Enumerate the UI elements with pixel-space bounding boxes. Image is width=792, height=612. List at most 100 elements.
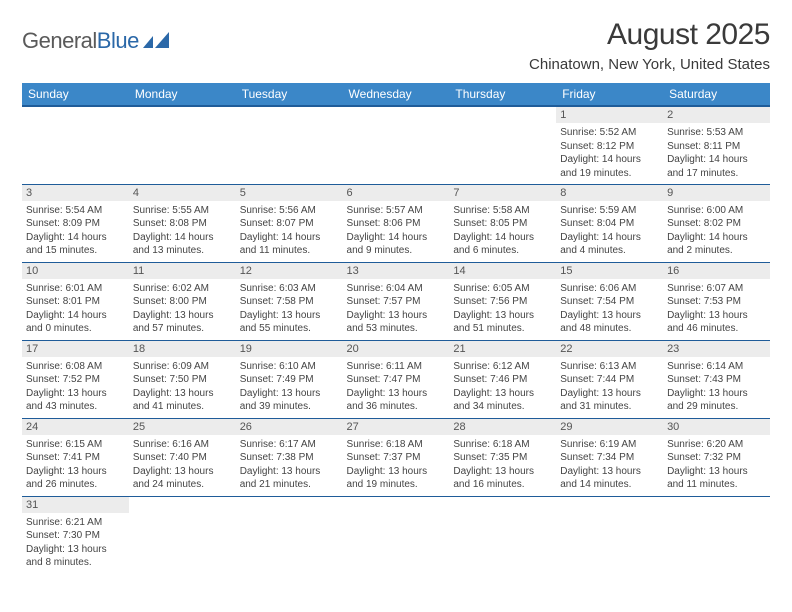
sunset-text: Sunset: 7:38 PM: [240, 451, 339, 465]
sunset-text: Sunset: 7:57 PM: [347, 295, 446, 309]
daylight-text: Daylight: 14 hours and 19 minutes.: [560, 153, 659, 180]
day-number: 23: [663, 341, 770, 357]
day-number: 5: [236, 185, 343, 201]
day-details: Sunrise: 6:14 AMSunset: 7:43 PMDaylight:…: [663, 357, 770, 417]
calendar-page: GeneralBlue August 2025 Chinatown, New Y…: [0, 0, 792, 612]
weekday-header: Sunday: [22, 83, 129, 106]
weekday-header: Monday: [129, 83, 236, 106]
sunrise-text: Sunrise: 5:57 AM: [347, 204, 446, 218]
calendar-cell: .: [129, 106, 236, 184]
sunrise-text: Sunrise: 6:10 AM: [240, 360, 339, 374]
calendar-cell: 5Sunrise: 5:56 AMSunset: 8:07 PMDaylight…: [236, 184, 343, 262]
sunrise-text: Sunrise: 6:05 AM: [453, 282, 552, 296]
calendar-cell: .: [449, 106, 556, 184]
day-details: Sunrise: 6:18 AMSunset: 7:35 PMDaylight:…: [449, 435, 556, 495]
daylight-text: Daylight: 13 hours and 48 minutes.: [560, 309, 659, 336]
sunset-text: Sunset: 8:12 PM: [560, 140, 659, 154]
sunrise-text: Sunrise: 6:19 AM: [560, 438, 659, 452]
day-details: Sunrise: 5:59 AMSunset: 8:04 PMDaylight:…: [556, 201, 663, 261]
daylight-text: Daylight: 14 hours and 17 minutes.: [667, 153, 766, 180]
calendar-cell: 21Sunrise: 6:12 AMSunset: 7:46 PMDayligh…: [449, 340, 556, 418]
sunset-text: Sunset: 8:07 PM: [240, 217, 339, 231]
day-number: 15: [556, 263, 663, 279]
day-details: Sunrise: 6:19 AMSunset: 7:34 PMDaylight:…: [556, 435, 663, 495]
calendar-cell: .: [343, 496, 450, 574]
sunrise-text: Sunrise: 6:21 AM: [26, 516, 125, 530]
calendar-cell: 6Sunrise: 5:57 AMSunset: 8:06 PMDaylight…: [343, 184, 450, 262]
calendar-cell: 23Sunrise: 6:14 AMSunset: 7:43 PMDayligh…: [663, 340, 770, 418]
calendar-cell: 18Sunrise: 6:09 AMSunset: 7:50 PMDayligh…: [129, 340, 236, 418]
sunrise-text: Sunrise: 5:55 AM: [133, 204, 232, 218]
calendar-cell: 29Sunrise: 6:19 AMSunset: 7:34 PMDayligh…: [556, 418, 663, 496]
daylight-text: Daylight: 14 hours and 4 minutes.: [560, 231, 659, 258]
calendar-cell: 26Sunrise: 6:17 AMSunset: 7:38 PMDayligh…: [236, 418, 343, 496]
weekday-header: Friday: [556, 83, 663, 106]
day-details: Sunrise: 6:18 AMSunset: 7:37 PMDaylight:…: [343, 435, 450, 495]
daylight-text: Daylight: 13 hours and 19 minutes.: [347, 465, 446, 492]
day-details: Sunrise: 6:16 AMSunset: 7:40 PMDaylight:…: [129, 435, 236, 495]
weekday-header: Saturday: [663, 83, 770, 106]
daylight-text: Daylight: 13 hours and 21 minutes.: [240, 465, 339, 492]
calendar-cell: 2Sunrise: 5:53 AMSunset: 8:11 PMDaylight…: [663, 106, 770, 184]
sunrise-text: Sunrise: 6:09 AM: [133, 360, 232, 374]
day-number: 19: [236, 341, 343, 357]
day-details: Sunrise: 6:10 AMSunset: 7:49 PMDaylight:…: [236, 357, 343, 417]
calendar-cell: 31Sunrise: 6:21 AMSunset: 7:30 PMDayligh…: [22, 496, 129, 574]
calendar-week-row: .....1Sunrise: 5:52 AMSunset: 8:12 PMDay…: [22, 106, 770, 184]
daylight-text: Daylight: 13 hours and 8 minutes.: [26, 543, 125, 570]
day-number: 13: [343, 263, 450, 279]
calendar-cell: 30Sunrise: 6:20 AMSunset: 7:32 PMDayligh…: [663, 418, 770, 496]
sunset-text: Sunset: 8:00 PM: [133, 295, 232, 309]
day-details: Sunrise: 6:20 AMSunset: 7:32 PMDaylight:…: [663, 435, 770, 495]
day-details: Sunrise: 5:57 AMSunset: 8:06 PMDaylight:…: [343, 201, 450, 261]
sunset-text: Sunset: 7:58 PM: [240, 295, 339, 309]
daylight-text: Daylight: 13 hours and 34 minutes.: [453, 387, 552, 414]
calendar-cell: 24Sunrise: 6:15 AMSunset: 7:41 PMDayligh…: [22, 418, 129, 496]
sunset-text: Sunset: 7:54 PM: [560, 295, 659, 309]
sunrise-text: Sunrise: 6:02 AM: [133, 282, 232, 296]
sunrise-text: Sunrise: 6:00 AM: [667, 204, 766, 218]
sunset-text: Sunset: 7:56 PM: [453, 295, 552, 309]
daylight-text: Daylight: 13 hours and 53 minutes.: [347, 309, 446, 336]
calendar-cell: 9Sunrise: 6:00 AMSunset: 8:02 PMDaylight…: [663, 184, 770, 262]
calendar-week-row: 24Sunrise: 6:15 AMSunset: 7:41 PMDayligh…: [22, 418, 770, 496]
sunrise-text: Sunrise: 6:03 AM: [240, 282, 339, 296]
calendar-week-row: 3Sunrise: 5:54 AMSunset: 8:09 PMDaylight…: [22, 184, 770, 262]
sunset-text: Sunset: 7:47 PM: [347, 373, 446, 387]
day-number: 26: [236, 419, 343, 435]
logo-icon: [143, 30, 169, 53]
weekday-header: Thursday: [449, 83, 556, 106]
day-details: Sunrise: 6:09 AMSunset: 7:50 PMDaylight:…: [129, 357, 236, 417]
sunset-text: Sunset: 8:02 PM: [667, 217, 766, 231]
sunrise-text: Sunrise: 6:20 AM: [667, 438, 766, 452]
sunset-text: Sunset: 7:40 PM: [133, 451, 232, 465]
sunrise-text: Sunrise: 6:01 AM: [26, 282, 125, 296]
sunset-text: Sunset: 7:52 PM: [26, 373, 125, 387]
calendar-cell: .: [343, 106, 450, 184]
daylight-text: Daylight: 13 hours and 51 minutes.: [453, 309, 552, 336]
day-number: 7: [449, 185, 556, 201]
daylight-text: Daylight: 14 hours and 9 minutes.: [347, 231, 446, 258]
sunset-text: Sunset: 7:43 PM: [667, 373, 766, 387]
day-number: 3: [22, 185, 129, 201]
logo-text-b: Blue: [97, 28, 139, 53]
daylight-text: Daylight: 13 hours and 39 minutes.: [240, 387, 339, 414]
logo: GeneralBlue: [22, 28, 169, 54]
day-number: 2: [663, 107, 770, 123]
day-number: 24: [22, 419, 129, 435]
day-number: 27: [343, 419, 450, 435]
day-details: Sunrise: 6:21 AMSunset: 7:30 PMDaylight:…: [22, 513, 129, 573]
calendar-cell: .: [663, 496, 770, 574]
day-details: Sunrise: 6:04 AMSunset: 7:57 PMDaylight:…: [343, 279, 450, 339]
sunrise-text: Sunrise: 5:52 AM: [560, 126, 659, 140]
calendar-cell: .: [236, 496, 343, 574]
day-details: Sunrise: 6:00 AMSunset: 8:02 PMDaylight:…: [663, 201, 770, 261]
calendar-body: .....1Sunrise: 5:52 AMSunset: 8:12 PMDay…: [22, 106, 770, 574]
daylight-text: Daylight: 13 hours and 41 minutes.: [133, 387, 232, 414]
calendar-cell: 19Sunrise: 6:10 AMSunset: 7:49 PMDayligh…: [236, 340, 343, 418]
sunrise-text: Sunrise: 6:18 AM: [347, 438, 446, 452]
sunrise-text: Sunrise: 6:13 AM: [560, 360, 659, 374]
daylight-text: Daylight: 13 hours and 36 minutes.: [347, 387, 446, 414]
day-number: 10: [22, 263, 129, 279]
day-details: Sunrise: 6:06 AMSunset: 7:54 PMDaylight:…: [556, 279, 663, 339]
